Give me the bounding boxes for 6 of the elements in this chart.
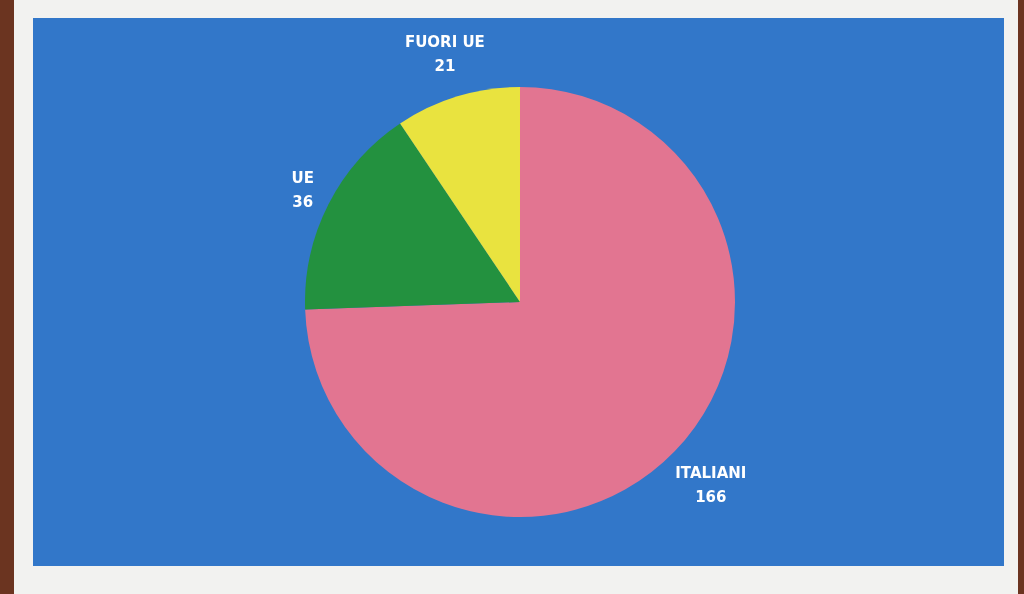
- data-label: 36: [292, 193, 314, 212]
- slice-label: FUORI UE: [404, 33, 485, 52]
- data-label: 21: [434, 57, 456, 76]
- slice-label: UE: [291, 169, 314, 188]
- slice-label: ITALIANI: [675, 464, 747, 483]
- data-label: 166: [695, 488, 727, 507]
